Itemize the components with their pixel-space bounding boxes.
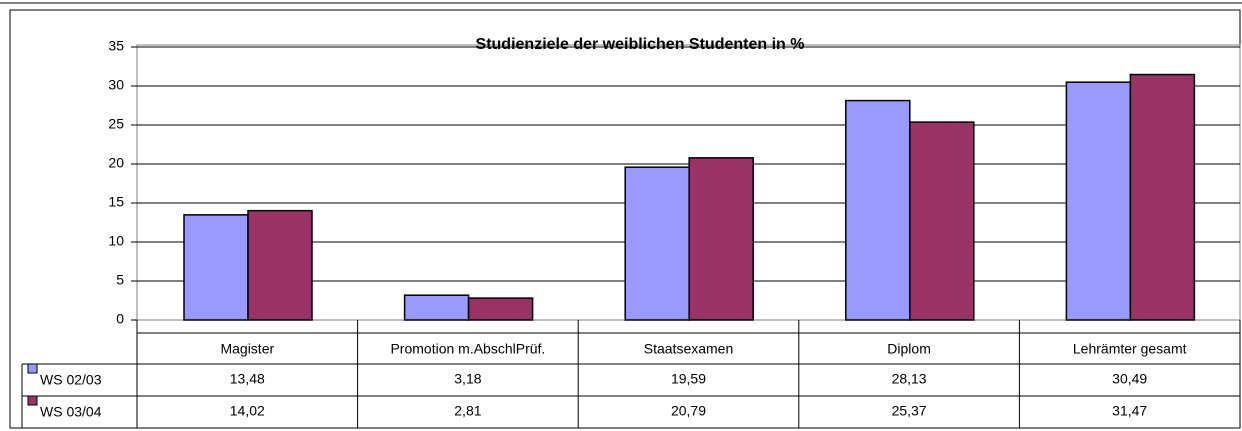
- y-tick-label: 10: [108, 233, 124, 249]
- y-tick-label: 25: [108, 116, 124, 132]
- legend-label: WS 03/04: [40, 404, 102, 420]
- y-tick-label: 0: [116, 311, 124, 327]
- bar: [403, 294, 470, 321]
- bar: [624, 166, 690, 321]
- y-tick-label: 30: [108, 77, 124, 93]
- bar: [183, 214, 249, 321]
- table-value: 14,02: [230, 403, 265, 419]
- bar: [845, 99, 911, 321]
- x-tick-label: Lehrämter gesamt: [1073, 341, 1187, 357]
- table-value: 19,59: [671, 371, 706, 387]
- bar: [688, 157, 754, 321]
- x-tick-label: Magister: [220, 341, 274, 357]
- y-tick-label: 35: [108, 38, 124, 54]
- table-value: 20,79: [671, 403, 706, 419]
- table-value: 31,47: [1112, 403, 1147, 419]
- table-value: 25,37: [892, 403, 927, 419]
- legend-label: WS 02/03: [40, 372, 102, 388]
- bar: [247, 209, 313, 321]
- legend-key: [27, 395, 38, 406]
- table-value: 13,48: [230, 371, 265, 387]
- x-tick-label: Promotion m.AbschlPrüf.: [390, 341, 545, 357]
- y-tick-label: 15: [108, 194, 124, 210]
- table-value: 28,13: [892, 371, 927, 387]
- x-tick-label: Staatsexamen: [644, 341, 734, 357]
- table-value: 3,18: [454, 371, 481, 387]
- chart-title: Studienziele der weiblichen Studenten in…: [476, 36, 805, 53]
- y-tick-label: 5: [116, 272, 124, 288]
- table-value: 30,49: [1112, 371, 1147, 387]
- bar: [467, 297, 534, 321]
- table-value: 2,81: [454, 403, 481, 419]
- x-tick-label: Diplom: [887, 341, 931, 357]
- bar: [909, 121, 975, 321]
- bar: [1129, 73, 1196, 321]
- bar: [1065, 81, 1132, 321]
- y-tick-label: 20: [108, 155, 124, 171]
- legend-key: [27, 363, 38, 374]
